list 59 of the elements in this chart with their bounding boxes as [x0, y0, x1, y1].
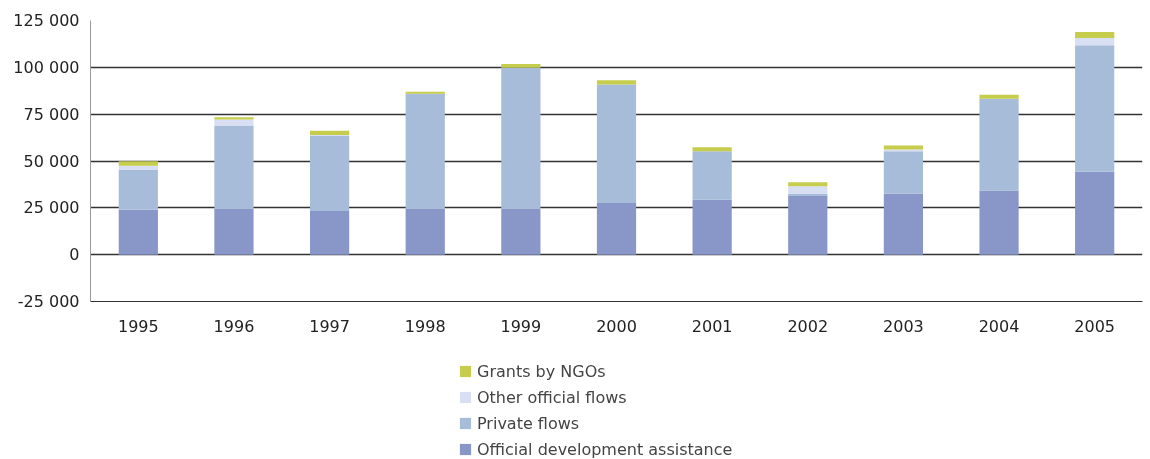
- bar: [692, 147, 732, 152]
- bar: [788, 186, 828, 194]
- bar: [405, 208, 445, 255]
- legend-label: Official development assistance: [477, 439, 733, 459]
- bar: [1075, 31, 1115, 39]
- x-tick-label: 2000: [596, 316, 637, 336]
- bar: [596, 202, 637, 255]
- bar: [1075, 45, 1115, 172]
- y-tick-label: 50 000: [23, 151, 80, 171]
- bar: [596, 84, 637, 203]
- bar: [309, 211, 350, 255]
- bar: [118, 209, 158, 255]
- y-tick-label: 100 000: [13, 57, 80, 77]
- x-tick-label: 2004: [978, 316, 1020, 336]
- x-tick-label: 1998: [404, 316, 446, 336]
- bar: [405, 93, 445, 209]
- bar: [214, 117, 254, 120]
- y-tick-label: 0: [69, 245, 80, 265]
- bar: [596, 80, 637, 85]
- bar: [214, 119, 254, 126]
- x-tick-label: 1997: [309, 316, 350, 336]
- bar: [788, 193, 828, 197]
- bar: [501, 208, 541, 255]
- x-tick-label: 2005: [1074, 316, 1116, 336]
- y-tick-label: 25 000: [23, 198, 80, 218]
- y-tick-label: 75 000: [23, 104, 80, 124]
- x-tick-label: 2002: [787, 316, 829, 336]
- bar: [979, 94, 1019, 99]
- bar: [979, 98, 1019, 191]
- y-tick-label: 125 000: [13, 11, 80, 30]
- bar: [1075, 171, 1115, 255]
- bar: [405, 91, 445, 94]
- bar: [214, 125, 254, 209]
- bar: [788, 196, 828, 255]
- y-tick-label: -25 000: [17, 292, 80, 311]
- legend-label: Other official flows: [477, 387, 627, 407]
- bar: [883, 193, 924, 255]
- bar: [979, 190, 1019, 255]
- x-tick-label: 2001: [691, 316, 733, 336]
- bar: [118, 161, 158, 166]
- bar: [118, 169, 158, 210]
- bar: [883, 151, 924, 194]
- bar: [692, 199, 732, 255]
- bar: [501, 67, 541, 209]
- bar: [501, 63, 541, 68]
- x-tick-label: 1995: [117, 316, 159, 336]
- bar: [309, 130, 350, 135]
- bar: [118, 165, 158, 170]
- x-tick-label: 1996: [213, 316, 255, 336]
- legend-label: Grants by NGOs: [477, 361, 606, 381]
- bar: [788, 182, 828, 187]
- bar: [309, 135, 350, 212]
- x-tick-label: 1999: [500, 316, 542, 336]
- x-tick-label: 2003: [883, 316, 924, 336]
- legend-label: Private flows: [477, 413, 580, 433]
- bar: [214, 208, 254, 255]
- bar: [883, 145, 924, 150]
- bar: [692, 151, 732, 200]
- bar: [1075, 38, 1115, 46]
